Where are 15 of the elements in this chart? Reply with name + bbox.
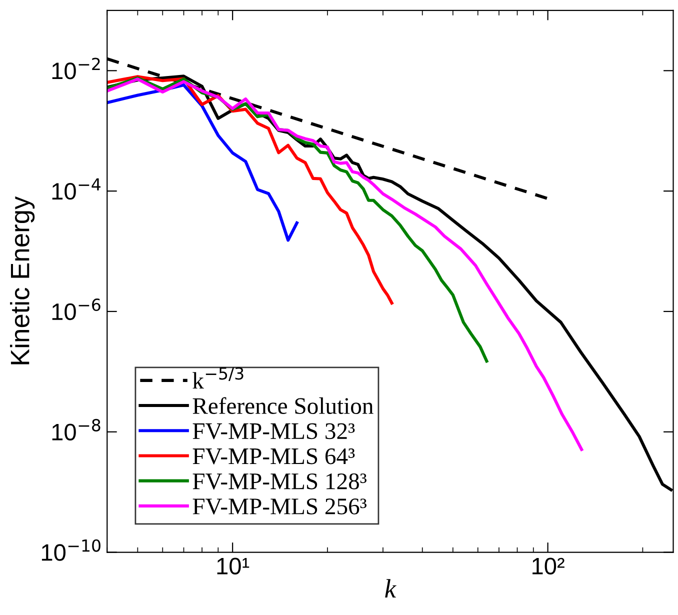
y-tick-label: 10$^{−4}$ [52,178,100,200]
legend-label: FV-MP-MLS 64³ [192,448,355,464]
y-tick-label: 10$^{−6}$ [52,298,100,320]
legend-label: FV-MP-MLS 32³ [192,423,355,440]
x-tick-label: 10¹ [217,558,250,574]
y-tick-label: 10$^{−2}$ [52,58,100,80]
x-axis-title: k [385,579,396,598]
legend-label: Reference Solution [192,397,374,414]
x-tick-label: 10² [532,558,564,574]
y-axis-title: Kinetic Energy [10,196,35,364]
legend-label: FV-MP-MLS 256³ [192,498,366,515]
y-tick-label: 10$^{−10}$ [42,539,100,561]
y-tick-label: 10$^{−8}$ [52,418,100,440]
legend-label: k$^{−5/3}$ [192,367,244,389]
legend-label: FV-MP-MLS 128³ [192,473,366,490]
